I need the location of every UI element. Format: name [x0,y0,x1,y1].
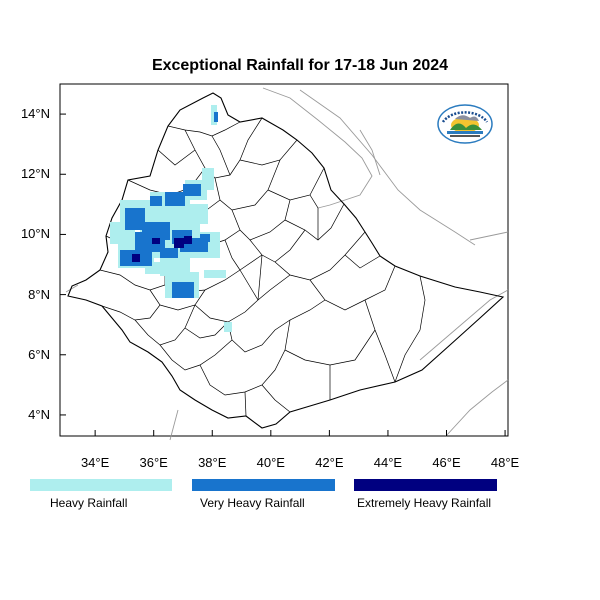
lon-tick-label: 44°E [373,455,403,470]
map-title: Exceptional Rainfall for 17-18 Jun 2024 [151,57,449,74]
lon-tick-label: 48°E [490,455,520,470]
lon-tick-label: 38°E [198,455,227,470]
lat-tick-label: 10°N [20,226,50,242]
legend-label-heavy: Heavy Rainfall [50,496,128,510]
lat-tick-label: 14°N [20,106,50,122]
rainfall-cells [110,105,232,332]
lon-tick-label: 46°E [432,455,461,470]
lon-tick-label: 40°E [256,455,285,470]
legend-swatch-very-heavy [192,479,335,491]
legend-label-extremely-heavy: Extremely Heavy Rainfall [357,496,492,510]
legend-label-very-heavy: Very Heavy Rainfall [200,496,305,510]
lon-tick-label: 42°E [315,455,344,470]
legend-swatch-heavy [30,479,172,491]
lat-tick-label: 4°N [28,406,50,422]
country-outline [67,92,505,429]
legend-swatch-extremely-heavy [354,479,497,491]
agency-logo-icon [437,104,493,144]
very-heavy-rainfall-cells [120,112,218,298]
axis-ticks [60,113,506,436]
neighbour-borders [65,87,509,441]
extremely-heavy-rainfall-cells [132,236,192,262]
lat-tick-label: 6°N [28,346,50,362]
lon-tick-label: 34°E [80,455,110,470]
lon-tick-label: 36°E [139,455,168,470]
lat-tick-label: 8°N [28,286,50,302]
lat-tick-label: 12°N [20,166,50,182]
map-frame [59,83,509,437]
